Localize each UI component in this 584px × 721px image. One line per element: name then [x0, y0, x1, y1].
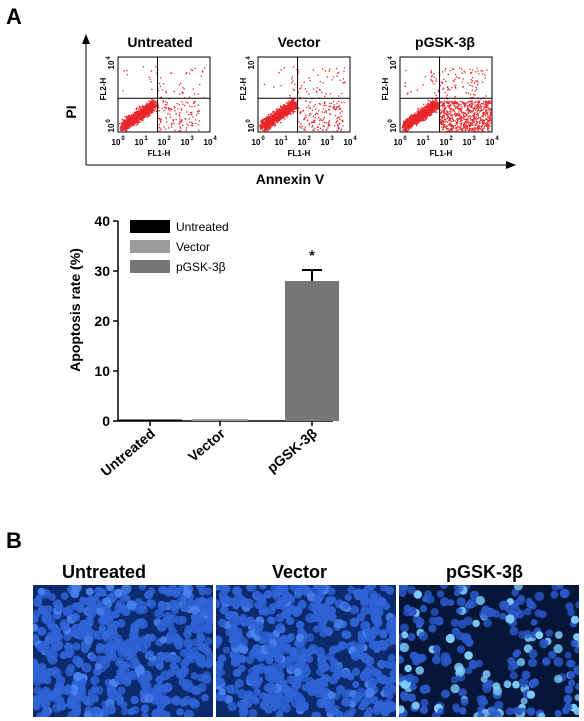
flow-title-vector: Vector — [277, 34, 321, 50]
flow-ytick-exp: 0 — [106, 119, 112, 123]
apoptosis-bar-chart: 0 10 20 30 40 Untreated Vector * pGSK-3β Untreate… — [67, 213, 339, 479]
flow-xtick: 10 — [112, 138, 121, 147]
bar-chart-ylabel: Apoptosis rate (%) — [67, 248, 83, 372]
flow-xtick: 10 — [181, 138, 190, 147]
flow-title-untreated: Untreated — [127, 34, 193, 50]
flow-xtick-exp: 4 — [495, 136, 499, 142]
micro-title-pgsk: pGSK-3β — [446, 562, 523, 582]
flow-ylabel: FL2-H — [99, 77, 108, 100]
panel-label-b: B — [6, 528, 22, 553]
flow-ytick-exp: 4 — [388, 56, 394, 60]
panel-label-a: A — [6, 4, 22, 29]
legend-label-0: Untreated — [176, 220, 229, 234]
flow-xtick: 10 — [252, 138, 261, 147]
flow-xtick-exp: 3 — [330, 136, 334, 142]
flow-ylabel: FL2-H — [381, 77, 390, 100]
flow-title-pgsk: pGSK-3β — [415, 34, 475, 50]
nuclei — [216, 585, 396, 717]
micro-title-vector: Vector — [272, 562, 328, 582]
bar-category-label: pGSK-3β — [264, 425, 321, 476]
flow-ytick: 10 — [107, 123, 116, 132]
nuclei — [399, 585, 579, 717]
bar-ytick-label: 10 — [94, 363, 110, 379]
flow-ytick: 10 — [247, 123, 256, 132]
bar-category-label: Untreated — [98, 425, 158, 479]
bar-ytick-label: 30 — [94, 263, 110, 279]
annexin-axis-label: Annexin V — [256, 171, 325, 187]
flow-xtick-exp: 2 — [167, 136, 171, 142]
flow-xtick: 10 — [394, 138, 403, 147]
flow-ytick-exp: 0 — [388, 119, 394, 123]
flow-ytick: 10 — [107, 60, 116, 69]
bar-category-label: Vector — [185, 425, 228, 465]
flow-xtick-exp: 1 — [144, 136, 148, 142]
flow-xlabel: FL1-H — [148, 149, 171, 158]
flow-xtick-exp: 0 — [261, 136, 265, 142]
flow-xtick: 10 — [486, 138, 495, 147]
flow-ytick-exp: 4 — [106, 56, 112, 60]
micrograph-untreated — [33, 585, 213, 717]
micro-title-untreated: Untreated — [62, 562, 147, 582]
flow-xtick: 10 — [440, 138, 449, 147]
legend-swatch-1 — [130, 240, 170, 253]
bar-2 — [285, 281, 339, 421]
flow-xtick-exp: 0 — [403, 136, 407, 142]
flow-ytick: 10 — [247, 60, 256, 69]
annexin-axis-arrow — [506, 161, 516, 169]
flow-xtick: 10 — [135, 138, 144, 147]
flow-ytick-exp: 0 — [246, 119, 252, 123]
bar-0 — [118, 419, 182, 421]
flow-xtick-exp: 1 — [426, 136, 430, 142]
flow-xtick: 10 — [344, 138, 353, 147]
significance-mark: * — [309, 247, 315, 263]
flow-xtick-exp: 4 — [213, 136, 217, 142]
flow-xtick: 10 — [158, 138, 167, 147]
flow-xtick-exp: 2 — [449, 136, 453, 142]
bar-ytick-label: 40 — [94, 213, 110, 229]
pi-axis-label: PI — [63, 105, 79, 118]
flow-xtick: 10 — [204, 138, 213, 147]
legend-label-2: pGSK-3β — [176, 260, 226, 274]
flow-xtick: 10 — [275, 138, 284, 147]
flow-dots — [401, 67, 492, 133]
micrograph-vector — [216, 585, 396, 717]
bar-1 — [192, 419, 248, 421]
flow-xtick-exp: 1 — [284, 136, 288, 142]
flow-xtick: 10 — [321, 138, 330, 147]
flow-xtick-exp: 2 — [307, 136, 311, 142]
flow-dots — [259, 66, 346, 133]
bar-ytick-label: 20 — [94, 313, 110, 329]
legend-swatch-2 — [130, 260, 170, 273]
flow-xtick: 10 — [463, 138, 472, 147]
flow-xlabel: FL1-H — [430, 149, 453, 158]
micrograph-pgsk — [399, 585, 579, 717]
pi-axis-arrow — [82, 34, 90, 44]
legend-swatch-0 — [130, 220, 170, 233]
flow-ytick-exp: 4 — [246, 56, 252, 60]
flow-xtick-exp: 0 — [121, 136, 125, 142]
flow-xtick-exp: 3 — [472, 136, 476, 142]
flow-xtick-exp: 4 — [353, 136, 357, 142]
flow-xtick-exp: 3 — [190, 136, 194, 142]
flow-ylabel: FL2-H — [239, 77, 248, 100]
flow-dots — [119, 66, 206, 132]
flow-ytick: 10 — [389, 60, 398, 69]
flow-xtick: 10 — [298, 138, 307, 147]
legend-label-1: Vector — [176, 240, 210, 254]
flow-xtick: 10 — [417, 138, 426, 147]
bar-ytick-label: 0 — [102, 413, 110, 429]
flow-xlabel: FL1-H — [288, 149, 311, 158]
nuclei — [33, 585, 213, 717]
flow-ytick: 10 — [389, 123, 398, 132]
